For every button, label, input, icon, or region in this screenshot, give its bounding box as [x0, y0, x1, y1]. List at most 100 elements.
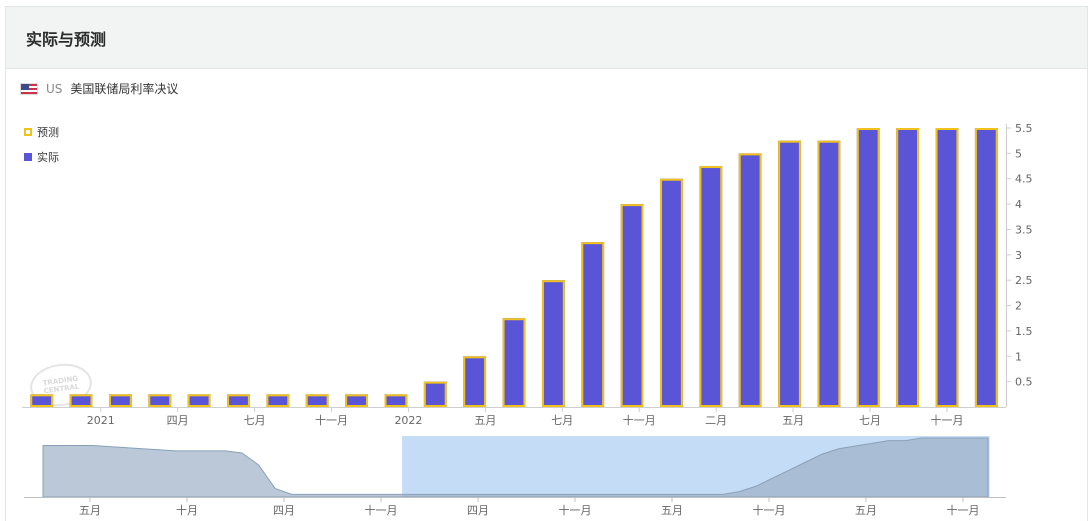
main-chart: 0.5 1 1.5 2 2.5 3 3.5 4 4.5 5 5.5 2021 四月 七月 十一月 2022 五月… — [22, 122, 1033, 427]
y-tick-label: 5.5 — [1015, 122, 1033, 135]
bar-forecast — [227, 394, 250, 407]
bar-actual — [502, 318, 526, 407]
bar-forecast — [896, 128, 920, 407]
bar-actual — [974, 128, 998, 407]
bar-forecast — [69, 394, 93, 407]
y-tick-label: 3 — [1015, 249, 1022, 262]
x-tick-label: 十一月 — [315, 413, 348, 427]
y-tick-label: 1.5 — [1015, 325, 1033, 338]
indicator-name: 美国联储局利率决议 — [70, 82, 179, 96]
bar-forecast — [856, 128, 880, 407]
bar-forecast — [345, 394, 368, 407]
bar-forecast — [266, 394, 290, 407]
bar-forecast — [660, 178, 683, 407]
bar-actual — [305, 394, 329, 407]
bar-forecast — [148, 394, 172, 407]
x-tick-label: 五月 — [474, 414, 496, 427]
x-tick-label: 2021 — [87, 414, 115, 427]
bar-actual — [423, 381, 447, 407]
forecast-swatch-icon — [24, 128, 32, 136]
bar-forecast — [581, 242, 605, 407]
navigator-chart[interactable]: 五月 十月 四月 十一月 四月 十一月 五月 十一月 五月 十一月 — [24, 436, 1006, 517]
navigator-tick-label: 十一月 — [365, 503, 398, 517]
x-tick-label: 二月 — [705, 414, 727, 427]
bar-actual — [345, 394, 368, 407]
x-tick-label: 十一月 — [623, 413, 656, 427]
navigator-tick-label: 五月 — [855, 504, 877, 517]
y-tick-label: 4.5 — [1015, 173, 1033, 186]
bar-forecast — [187, 394, 211, 407]
bar-forecast — [935, 128, 959, 407]
x-tick-label: 五月 — [782, 414, 804, 427]
bar-actual — [856, 128, 880, 407]
bar-forecast — [541, 280, 565, 408]
navigator-tick-label: 十月 — [176, 503, 198, 517]
legend-item-actual[interactable]: 实际 — [24, 151, 59, 164]
bar-forecast — [463, 356, 487, 408]
bar-forecast — [305, 394, 329, 407]
bar-actual — [266, 394, 290, 407]
bar-actual — [148, 394, 172, 407]
x-tick-label: 十一月 — [930, 413, 963, 427]
navigator-tick-label: 五月 — [661, 504, 683, 517]
panel-title: 实际与预测 — [26, 29, 107, 49]
bar-forecast — [502, 318, 526, 407]
x-tick-label: 七月 — [859, 414, 881, 427]
navigator-tick-label: 十一月 — [947, 503, 980, 517]
country-code: US — [46, 81, 63, 96]
bar-actual — [660, 178, 683, 407]
legend: 预测 实际 — [24, 126, 59, 176]
bar-forecast — [108, 394, 132, 407]
bar-forecast — [620, 204, 644, 407]
bar-forecast — [817, 140, 841, 407]
bar-actual — [778, 140, 801, 407]
bar-actual — [30, 394, 54, 407]
navigator-tick-label: 十一月 — [753, 503, 786, 517]
x-tick-label: 七月 — [244, 414, 266, 427]
us-flag-icon — [20, 82, 38, 95]
legend-label-forecast: 预测 — [37, 126, 59, 139]
bar-forecast — [738, 153, 762, 407]
y-tick-label: 2 — [1015, 300, 1022, 313]
panel-header: 实际与预测 — [6, 7, 1087, 69]
navigator-tick-label: 四月 — [273, 504, 295, 517]
bar-actual — [935, 128, 959, 407]
indicator-subtitle: US 美国联储局利率决议 — [20, 80, 178, 97]
bar-forecast — [384, 394, 408, 407]
y-tick-label: 2.5 — [1015, 274, 1033, 287]
legend-item-forecast[interactable]: 预测 — [24, 126, 59, 139]
bar-forecast — [778, 140, 801, 407]
y-tick-label: 3.5 — [1015, 223, 1033, 236]
bar-forecast — [974, 128, 998, 407]
bar-actual — [463, 356, 487, 407]
legend-label-actual: 实际 — [37, 151, 59, 164]
bar-actual — [227, 394, 250, 407]
bar-actual — [69, 394, 93, 407]
x-tick-label: 2022 — [394, 414, 422, 427]
bar-forecast — [30, 394, 54, 407]
navigator-tick-label: 十一月 — [559, 503, 592, 517]
actual-swatch-icon — [24, 153, 32, 161]
bar-actual — [581, 242, 605, 407]
y-tick-label: 1 — [1015, 350, 1022, 363]
x-tick-label: 四月 — [167, 414, 189, 427]
navigator-area — [42, 437, 989, 498]
bar-actual — [738, 153, 762, 407]
y-tick-label: 5 — [1015, 147, 1022, 160]
navigator-tick-label: 五月 — [79, 504, 101, 517]
bar-actual — [384, 394, 408, 407]
bar-actual — [896, 128, 920, 407]
bar-actual — [699, 166, 723, 407]
bar-actual — [620, 204, 644, 407]
y-tick-label: 0.5 — [1015, 376, 1033, 389]
x-tick-label: 七月 — [551, 414, 573, 427]
bar-forecast — [423, 381, 447, 407]
bar-forecast — [699, 166, 723, 407]
bar-actual — [541, 280, 565, 407]
bar-actual — [817, 140, 841, 407]
bar-actual — [108, 394, 132, 407]
bar-actual — [187, 394, 211, 407]
navigator-tick-label: 四月 — [467, 504, 489, 517]
y-tick-label: 4 — [1015, 198, 1022, 211]
